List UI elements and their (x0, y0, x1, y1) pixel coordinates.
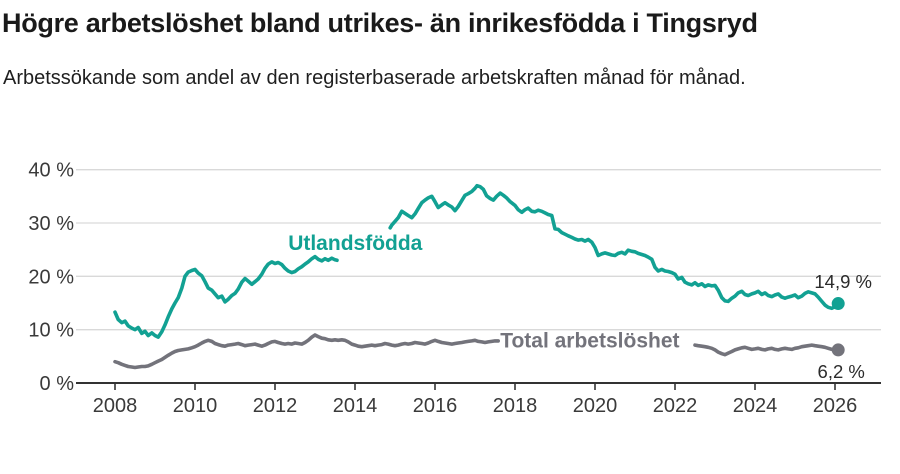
end-value-label-total-arbetsloshet: 6,2 % (818, 361, 865, 382)
series-name-label-total-arbetsloshet: Total arbetslöshet (500, 329, 679, 352)
x-tick-label: 2020 (573, 395, 618, 417)
y-tick-label: 40 % (28, 160, 74, 182)
end-dot-utlandsfodda (831, 297, 845, 311)
chart-area: 0 % 10 % 20 % 30 % 40 % 2008 2010 2012 2014 2016 2… (0, 140, 900, 440)
chart-title: Högre arbetslöshet bland utrikes- än inr… (2, 8, 758, 38)
series-name-label-utlandsfodda: Utlandsfödda (288, 232, 422, 255)
series-line-utlandsfodda (388, 183, 841, 311)
y-tick-label: 20 % (28, 266, 74, 288)
x-tick-label: 2018 (493, 395, 538, 417)
x-tick-label: 2026 (813, 395, 858, 417)
chart-subtitle: Arbetssökande som andel av den registerb… (3, 67, 746, 89)
series-line-total-arbetsloshet (113, 333, 501, 370)
x-tick-label: 2024 (733, 395, 778, 417)
y-tick-label: 10 % (28, 320, 74, 342)
x-tick-label: 2016 (413, 395, 458, 417)
x-tick-label: 2014 (333, 395, 378, 417)
end-value-label-utlandsfodda: 14,9 % (814, 271, 872, 292)
footer: Newsworthy (0, 436, 900, 474)
unemployment-line-chart: 0 % 10 % 20 % 30 % 40 % 2008 2010 2012 2014 2016 2… (28, 160, 881, 417)
x-tick-label: 2012 (253, 395, 298, 417)
x-tick-label: 2022 (653, 395, 698, 417)
end-dot-total-arbetsloshet (831, 343, 845, 357)
series-line-total-arbetsloshet (693, 343, 841, 357)
series-line-utlandsfodda (113, 254, 339, 339)
x-tick-label: 2010 (173, 395, 218, 417)
y-tick-label: 30 % (28, 213, 74, 235)
x-tick-label: 2008 (93, 395, 138, 417)
y-tick-label: 0 % (40, 373, 75, 395)
